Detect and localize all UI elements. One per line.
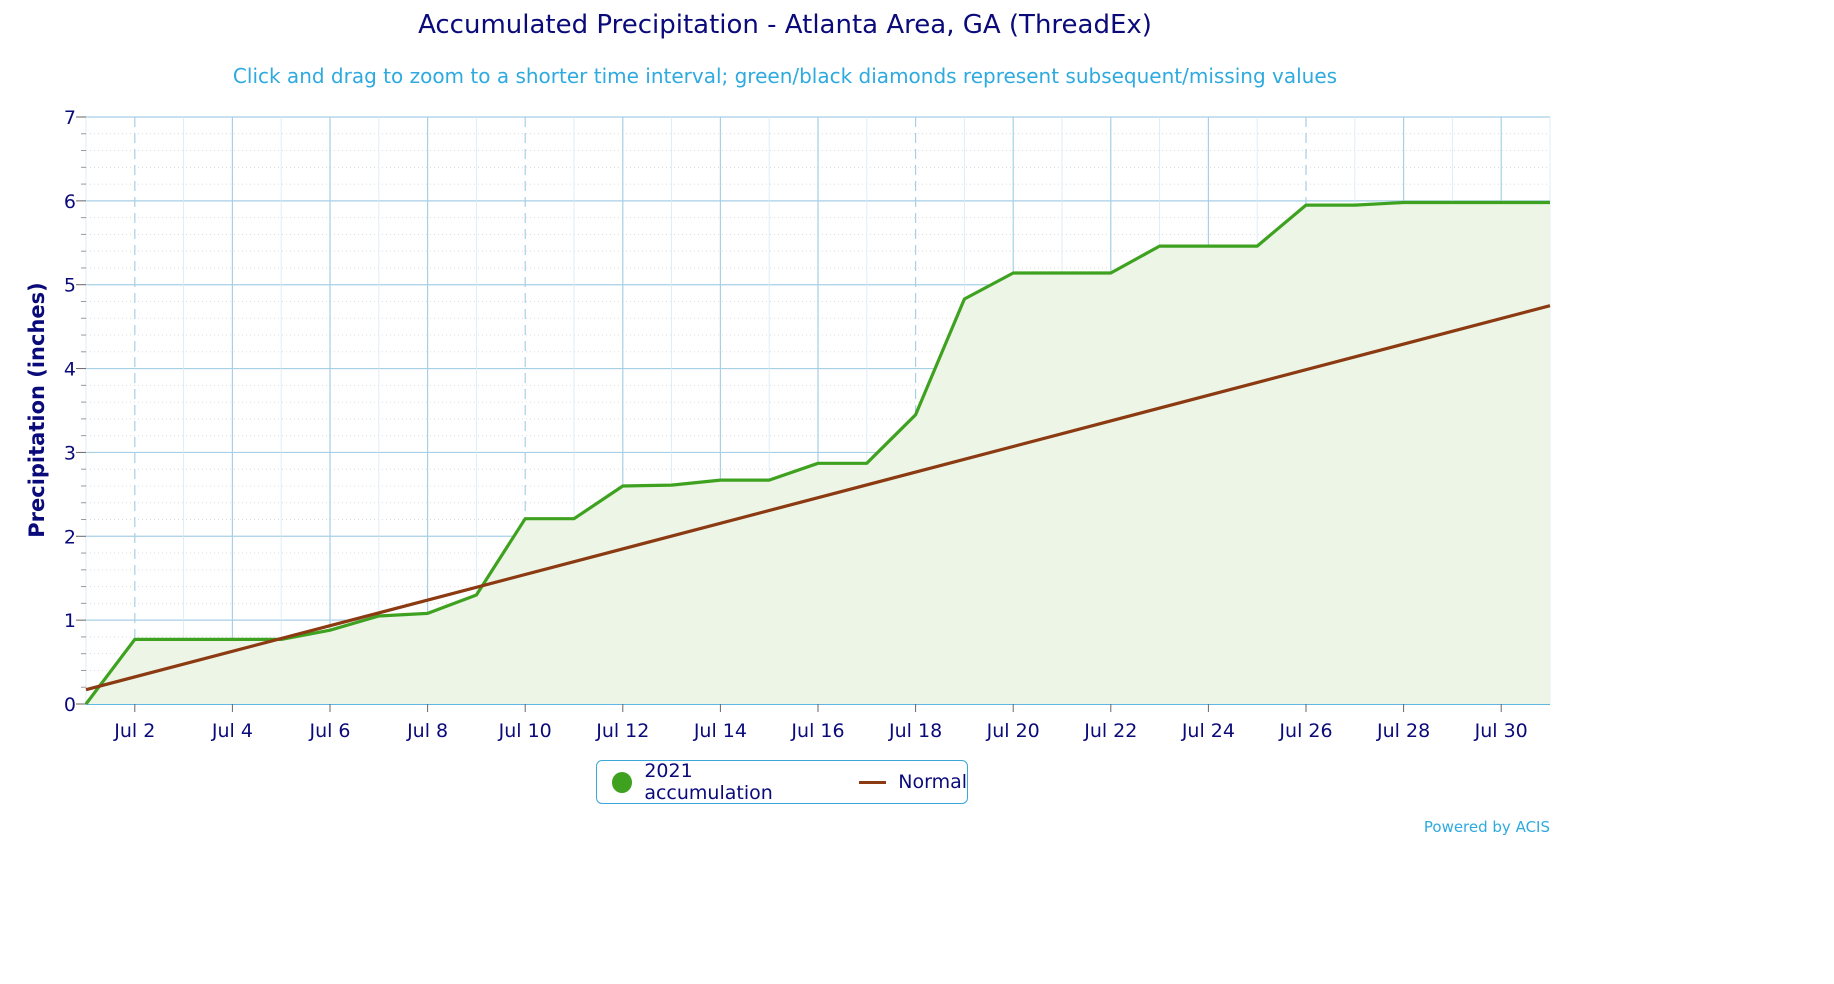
legend-marker-dot-icon	[612, 771, 633, 793]
data-point-2021	[1497, 199, 1505, 207]
data-point-2021	[570, 515, 578, 523]
data-point-2021	[863, 459, 871, 467]
data-point-2021	[1156, 242, 1164, 250]
data-point-2021	[472, 591, 480, 599]
legend-label-2021: 2021 accumulation	[644, 760, 773, 804]
data-point-2021	[716, 476, 724, 484]
x-tick-label: Jul 8	[406, 720, 448, 742]
data-point-2021	[521, 515, 529, 523]
x-tick-label: Jul 10	[498, 720, 552, 742]
y-tick-label: 3	[64, 442, 76, 464]
legend: 2021 accumulation Normal	[596, 760, 968, 804]
area-fill	[86, 202, 1550, 704]
x-tick-label: Jul 12	[595, 720, 649, 742]
x-tick-label: Jul 4	[211, 720, 253, 742]
x-tick-label: Jul 28	[1376, 720, 1430, 742]
data-point-2021	[1204, 242, 1212, 250]
data-point-2021	[814, 459, 822, 467]
legend-label-normal: Normal	[898, 771, 967, 793]
data-point-2021	[765, 476, 773, 484]
data-point-2021	[228, 635, 236, 643]
data-point-2021	[912, 411, 920, 419]
data-point-2021	[424, 609, 432, 617]
data-point-2021	[668, 481, 676, 489]
data-point-2021	[1448, 199, 1456, 207]
legend-marker-line-icon	[859, 780, 887, 784]
data-point-2021	[619, 482, 627, 490]
y-tick-label: 1	[64, 610, 76, 632]
x-tick-label: Jul 14	[693, 720, 747, 742]
data-point-2021	[1351, 201, 1359, 209]
chart-subtitle: Click and drag to zoom to a shorter time…	[232, 64, 1338, 88]
legend-item-normal[interactable]: Normal	[821, 771, 967, 793]
data-point-2021	[131, 635, 139, 643]
data-point-2021	[1009, 269, 1017, 277]
x-tick-label: Jul 24	[1181, 720, 1235, 742]
legend-item-2021[interactable]: 2021 accumulation	[612, 760, 821, 804]
y-tick-label: 6	[64, 191, 76, 213]
data-point-2021	[1107, 269, 1115, 277]
chart-title: Accumulated Precipitation - Atlanta Area…	[418, 10, 1152, 40]
x-tick-label: Jul 30	[1474, 720, 1528, 742]
data-point-2021	[1400, 199, 1408, 207]
line-2021-accumulation	[84, 200, 1550, 705]
x-tick-label: Jul 18	[888, 720, 942, 742]
powered-by-link[interactable]: Powered by ACIS	[1423, 818, 1550, 836]
data-point-2021	[1546, 199, 1554, 207]
x-tick-label: Jul 2	[113, 720, 155, 742]
x-tick-label: Jul 20	[986, 720, 1040, 742]
y-axis-label: Precipitation (inches)	[25, 282, 49, 538]
data-point-2021	[180, 635, 188, 643]
y-tick-label: 7	[64, 107, 76, 129]
data-point-2021	[960, 295, 968, 303]
series-lines	[84, 199, 1554, 705]
y-tick-label: 0	[64, 694, 76, 716]
x-tick-label: Jul 16	[790, 720, 844, 742]
y-tick-label: 2	[64, 526, 76, 548]
y-tick-label: 5	[64, 275, 76, 297]
y-tick-label: 4	[64, 359, 76, 381]
data-point-2021	[1058, 269, 1066, 277]
x-tick-label: Jul 26	[1278, 720, 1332, 742]
x-tick-label: Jul 22	[1083, 720, 1137, 742]
data-point-2021	[1253, 242, 1261, 250]
area-2021-accumulation	[86, 202, 1550, 704]
x-tick-label: Jul 6	[308, 720, 350, 742]
data-point-2021	[1302, 201, 1310, 209]
line-normal	[85, 304, 1551, 692]
axes: 0 1 2 3 4 5 6 7 Jul 2 Jul 4 Jul 6 Jul 8 Jul 10 Jul 12…	[64, 107, 1528, 742]
